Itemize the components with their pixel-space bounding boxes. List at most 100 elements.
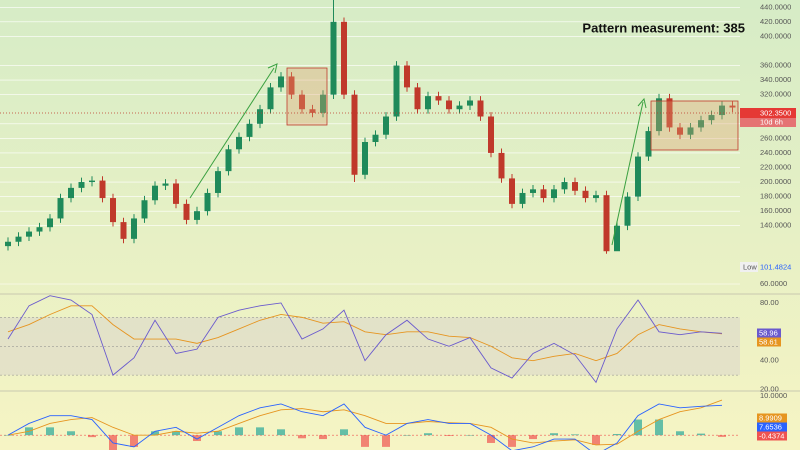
y-tick-label: 160.0000	[760, 206, 791, 215]
candle-body	[729, 105, 736, 108]
candle-body	[78, 182, 85, 188]
candle-body	[467, 100, 473, 106]
candle-body	[435, 96, 442, 101]
candle-body	[309, 109, 316, 113]
histogram-bar	[340, 429, 348, 436]
candle-body	[47, 218, 53, 228]
candle-body	[299, 94, 305, 110]
y-tick-label: 260.0000	[760, 133, 791, 142]
histogram-bar	[445, 435, 453, 436]
histogram-bar	[718, 435, 726, 437]
histogram-bar	[256, 427, 264, 436]
histogram-bar	[487, 435, 495, 443]
candle-body	[614, 225, 620, 252]
y-tick-label: 420.0000	[760, 17, 791, 26]
y-tick-label: 40.00	[760, 356, 779, 365]
line-series	[7, 403, 723, 450]
low-tag-box	[740, 262, 758, 272]
line-series	[7, 305, 723, 362]
candle-body	[341, 21, 347, 95]
candle-body	[582, 190, 589, 199]
candle-body	[15, 236, 22, 242]
candle-body	[68, 187, 74, 199]
y-tick-label: 80.00	[760, 298, 779, 307]
candle-body	[561, 182, 568, 190]
candle-body	[414, 87, 421, 110]
candle-body	[162, 183, 169, 186]
histogram-bar	[4, 435, 12, 436]
low-tag: Low	[743, 262, 757, 271]
y-tick-label: 200.0000	[760, 177, 791, 186]
line-series	[7, 399, 723, 446]
candle-body	[687, 127, 694, 135]
y-tick-label: 10.0000	[760, 391, 787, 400]
price-label: 302.3500	[760, 108, 791, 117]
histogram-bar	[655, 419, 663, 436]
candle-body	[236, 136, 242, 150]
candle-body	[383, 116, 389, 135]
candle-body	[225, 149, 232, 172]
candle-body	[141, 200, 148, 219]
histogram-bar	[613, 433, 621, 436]
value-label: 7.6536	[759, 422, 782, 431]
histogram-bar	[697, 433, 705, 436]
candle-body	[57, 198, 64, 219]
histogram-bar	[466, 435, 474, 436]
candle-body	[288, 76, 295, 95]
candle-body	[519, 192, 526, 204]
candle-body	[215, 171, 221, 193]
arrow	[189, 67, 275, 199]
candle-body	[173, 183, 179, 204]
annotation: Pattern measurement: 385	[582, 20, 745, 35]
candle-body	[257, 109, 263, 124]
histogram-bar	[592, 435, 600, 445]
value-tag	[757, 413, 787, 423]
candle-body	[488, 116, 494, 153]
y-tick-label: 140.0000	[760, 221, 791, 230]
candle-body	[425, 96, 431, 110]
histogram-bar	[319, 435, 327, 440]
candle-body	[246, 123, 253, 137]
value-tag	[757, 422, 787, 432]
histogram-bar	[382, 435, 390, 447]
candle-body	[708, 115, 715, 121]
arrow-head	[267, 63, 278, 74]
histogram-bar	[46, 427, 54, 436]
histogram-bar	[424, 433, 432, 436]
histogram-bar	[235, 427, 243, 436]
histogram-bar	[676, 431, 684, 436]
candle-body	[120, 222, 127, 239]
arrow	[611, 101, 644, 246]
candle-body	[36, 227, 43, 232]
candle-body	[99, 180, 106, 199]
candle-body	[446, 100, 452, 110]
candle-body	[204, 192, 211, 212]
value-tag	[757, 337, 781, 347]
histogram-bar	[403, 435, 411, 436]
candle-body	[267, 87, 274, 110]
value-label: -0.4374	[759, 431, 784, 440]
candle-body	[603, 195, 610, 252]
histogram-bar	[172, 431, 180, 436]
histogram-bar	[130, 435, 138, 447]
candle-body	[393, 65, 400, 117]
value-label: 8.9909	[759, 413, 782, 422]
y-tick-label: 60.0000	[760, 279, 787, 288]
candle-body	[372, 134, 379, 142]
value-label: 58.61	[759, 337, 778, 346]
candle-body	[456, 105, 463, 110]
candle-body	[362, 141, 368, 175]
candle-body	[320, 94, 326, 113]
y-tick-label: 400.0000	[760, 31, 791, 40]
candle-body	[698, 120, 704, 128]
histogram-bar	[529, 435, 537, 440]
candle-body	[551, 189, 557, 199]
candle-body	[624, 196, 631, 226]
candle-body	[645, 131, 652, 157]
price-tag	[740, 108, 796, 118]
candle-body	[131, 218, 137, 239]
histogram-bar	[361, 435, 369, 447]
candle-body	[719, 105, 725, 116]
histogram-bar	[67, 431, 75, 436]
